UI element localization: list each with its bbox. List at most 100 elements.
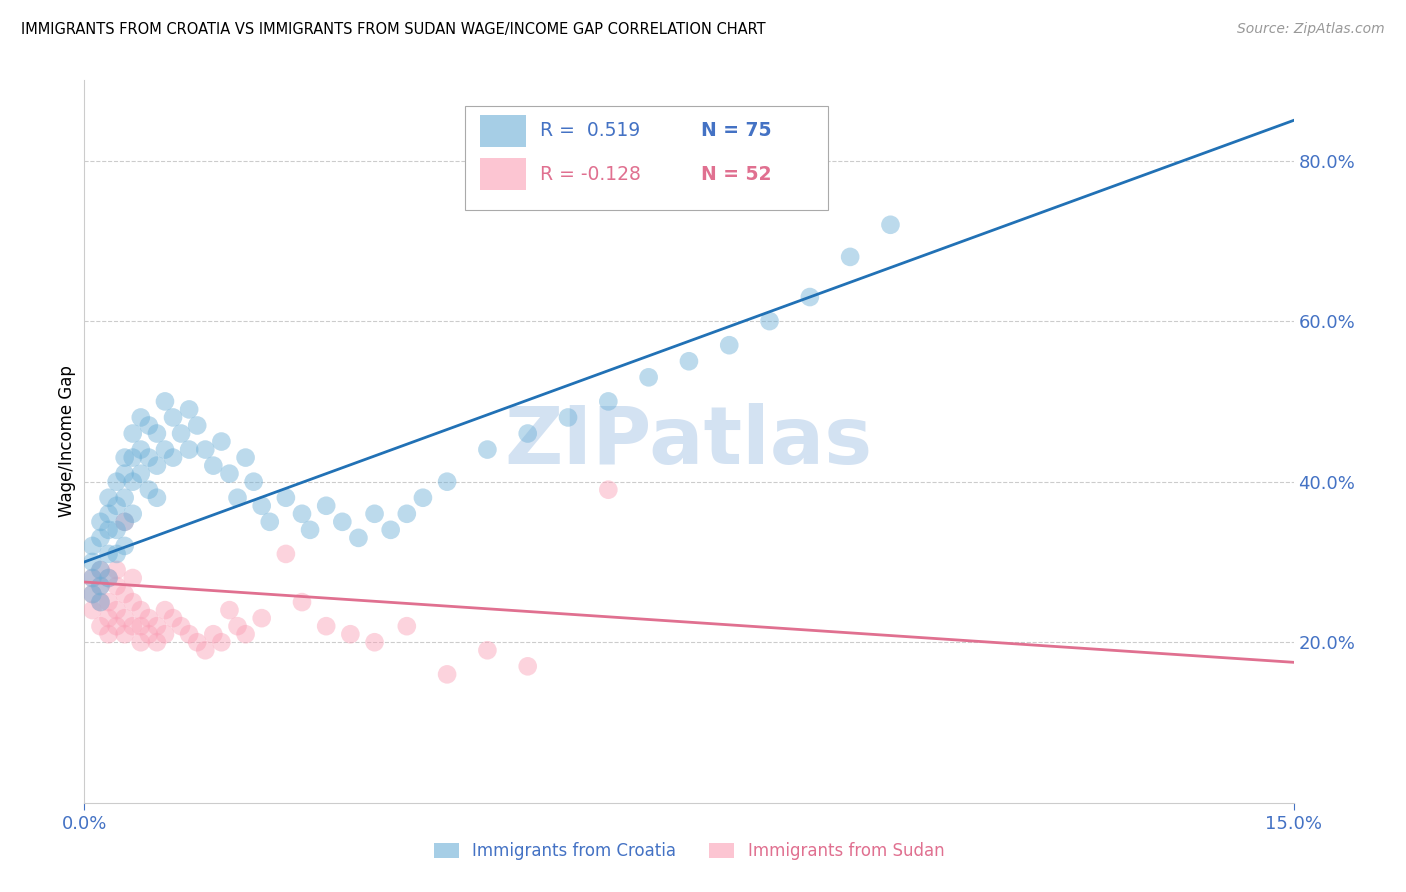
Point	[879, 218, 901, 232]
Point	[758, 314, 780, 328]
Point	[114, 627, 136, 641]
Point	[146, 491, 169, 505]
Point	[194, 643, 217, 657]
Point	[274, 547, 297, 561]
Bar	[479, 114, 526, 147]
Point	[82, 571, 104, 585]
Point	[516, 659, 538, 673]
Point	[146, 458, 169, 473]
Point	[114, 491, 136, 505]
Point	[97, 627, 120, 641]
Point	[218, 467, 240, 481]
Point	[477, 643, 499, 657]
Point	[138, 418, 160, 433]
Point	[82, 539, 104, 553]
Point	[105, 603, 128, 617]
Point	[89, 531, 111, 545]
Point	[121, 450, 143, 465]
Point	[129, 603, 152, 617]
Point	[242, 475, 264, 489]
Point	[82, 571, 104, 585]
Point	[82, 587, 104, 601]
Text: R =  0.519: R = 0.519	[540, 121, 641, 140]
Point	[129, 442, 152, 457]
Point	[299, 523, 322, 537]
Point	[330, 515, 353, 529]
Point	[105, 619, 128, 633]
Point	[129, 619, 152, 633]
Point	[114, 515, 136, 529]
Point	[291, 595, 314, 609]
Point	[718, 338, 741, 352]
Point	[235, 627, 257, 641]
Point	[209, 434, 232, 449]
Point	[259, 515, 281, 529]
Text: N = 75: N = 75	[702, 121, 772, 140]
Point	[114, 515, 136, 529]
Point	[114, 539, 136, 553]
Point	[799, 290, 821, 304]
Point	[89, 579, 111, 593]
Point	[146, 635, 169, 649]
Text: IMMIGRANTS FROM CROATIA VS IMMIGRANTS FROM SUDAN WAGE/INCOME GAP CORRELATION CHA: IMMIGRANTS FROM CROATIA VS IMMIGRANTS FR…	[21, 22, 766, 37]
Point	[129, 635, 152, 649]
Point	[82, 587, 104, 601]
Point	[153, 627, 176, 641]
Point	[105, 579, 128, 593]
Point	[162, 410, 184, 425]
Point	[114, 587, 136, 601]
Point	[153, 394, 176, 409]
Point	[347, 531, 370, 545]
Point	[121, 595, 143, 609]
Bar	[479, 158, 526, 191]
Point	[250, 611, 273, 625]
Point	[226, 491, 249, 505]
Point	[114, 450, 136, 465]
Point	[436, 475, 458, 489]
Point	[315, 499, 337, 513]
Point	[97, 523, 120, 537]
Point	[839, 250, 862, 264]
Point	[179, 627, 201, 641]
Point	[105, 475, 128, 489]
Point	[97, 571, 120, 585]
Point	[179, 442, 201, 457]
Point	[105, 499, 128, 513]
Point	[516, 426, 538, 441]
Point	[170, 619, 193, 633]
Point	[274, 491, 297, 505]
Point	[105, 547, 128, 561]
Point	[678, 354, 700, 368]
Point	[121, 571, 143, 585]
Point	[89, 595, 111, 609]
Point	[97, 547, 120, 561]
Point	[637, 370, 659, 384]
Point	[97, 571, 120, 585]
Point	[395, 619, 418, 633]
Point	[121, 426, 143, 441]
Point	[162, 450, 184, 465]
Point	[170, 426, 193, 441]
Point	[477, 442, 499, 457]
Point	[235, 450, 257, 465]
Point	[598, 483, 620, 497]
Point	[557, 410, 579, 425]
Point	[82, 555, 104, 569]
Point	[291, 507, 314, 521]
Text: N = 52: N = 52	[702, 165, 772, 184]
Point	[138, 450, 160, 465]
Point	[153, 442, 176, 457]
Point	[89, 563, 111, 577]
Text: R = -0.128: R = -0.128	[540, 165, 641, 184]
Point	[162, 611, 184, 625]
Point	[89, 595, 111, 609]
Point	[186, 418, 208, 433]
Point	[138, 611, 160, 625]
Point	[436, 667, 458, 681]
Point	[89, 515, 111, 529]
Point	[250, 499, 273, 513]
Point	[121, 475, 143, 489]
Point	[97, 491, 120, 505]
Point	[315, 619, 337, 633]
Point	[89, 619, 111, 633]
